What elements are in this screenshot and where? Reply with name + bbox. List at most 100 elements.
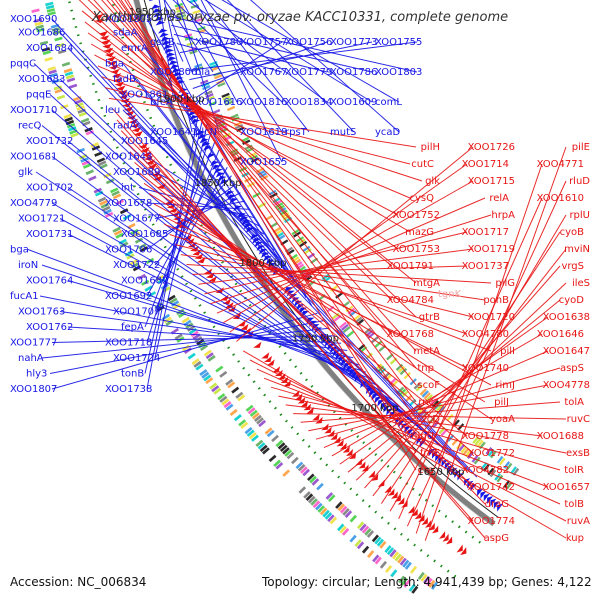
category-track-block — [392, 551, 400, 560]
reverse-gene-arrow — [116, 85, 126, 91]
category-track-block — [258, 172, 267, 179]
category-track-block — [219, 370, 228, 378]
gene-label: bfeA — [150, 97, 173, 108]
category-track-block — [39, 40, 49, 46]
forward-gene-arrow — [168, 60, 178, 66]
gene-label: XOO1702 — [26, 183, 73, 194]
category-track-block — [226, 105, 236, 112]
reverse-gene-arrow — [253, 341, 262, 348]
leader-line — [146, 183, 237, 250]
category-track-block — [309, 475, 317, 484]
category-track-block — [297, 464, 306, 472]
category-track-block — [41, 47, 51, 52]
gene-label: XOO1763 — [18, 307, 65, 318]
gene-label: XOO1714 — [462, 159, 509, 170]
leader-line — [424, 146, 567, 541]
gene-label: mutS — [330, 127, 356, 138]
category-track-block — [209, 382, 218, 390]
gene-label: XOO1710 — [10, 105, 57, 116]
category-track-block — [473, 456, 481, 465]
leader-line — [173, 33, 328, 73]
leader-line — [221, 0, 400, 103]
forward-gene-arrow — [152, 8, 162, 14]
forward-gene-arrow — [155, 20, 166, 26]
gene-label: XOO1834 — [285, 97, 332, 108]
category-track-block — [425, 394, 433, 402]
gene-label: XOO1806 — [150, 67, 197, 78]
category-track-block — [262, 447, 270, 455]
gene-label: ruvA — [567, 516, 590, 527]
leader-line — [154, 171, 260, 227]
forward-gene-arrow — [261, 252, 270, 258]
category-track-block — [447, 434, 455, 442]
leader-line — [162, 166, 228, 281]
category-track-block — [339, 525, 347, 534]
category-track-block — [172, 303, 181, 310]
category-track-block — [197, 26, 206, 31]
category-track-block — [247, 407, 256, 415]
gene-label: XOO4782 — [462, 465, 509, 476]
reverse-gene-arrow — [342, 445, 350, 453]
gene-label-layer: XOO1690 XOO1686 XOO1684 pqqC XOO1683 pqqE XOO1… — [10, 14, 590, 544]
forward-gene-arrow — [163, 44, 173, 50]
category-track-block — [51, 78, 60, 84]
leader-line — [308, 384, 549, 432]
category-track-block — [225, 403, 234, 411]
category-track-block — [45, 4, 55, 10]
gene-label: XOO1657 — [543, 482, 590, 493]
category-track-block — [47, 66, 56, 72]
category-track-block — [238, 419, 247, 427]
category-track-block — [51, 27, 61, 32]
reverse-gene-arrow — [131, 126, 142, 133]
leader-line — [51, 202, 393, 401]
gene-label: XOO1742 — [468, 482, 515, 493]
gene-label: bla — [195, 67, 210, 78]
category-track-block — [324, 512, 333, 520]
category-track-block — [367, 332, 375, 339]
leader-line — [200, 0, 283, 163]
category-track-block — [366, 530, 375, 538]
category-track-block — [265, 214, 274, 221]
leader-line — [175, 244, 474, 318]
gene-label: XOO1764 — [26, 276, 73, 287]
gene-label: XOO1719 — [468, 244, 515, 255]
leader-line — [59, 311, 348, 351]
leader-line — [154, 175, 232, 266]
gene-label: tnp — [417, 363, 434, 374]
leader-line — [323, 350, 549, 449]
reverse-gene-arrow — [460, 547, 467, 556]
leader-line — [112, 108, 486, 539]
leader-line — [355, 282, 567, 481]
category-track-block — [76, 105, 85, 111]
gene-label: XOO1616 — [195, 97, 242, 108]
leader-line — [236, 146, 474, 342]
category-track-block — [428, 579, 436, 588]
category-track-block — [203, 349, 212, 357]
category-track-block — [194, 17, 203, 23]
gene-label: XOO1618 — [240, 127, 287, 138]
forward-gene-arrow — [154, 16, 164, 22]
category-track-block — [129, 259, 138, 266]
reverse-gene-arrow — [303, 403, 311, 411]
category-track-block — [207, 355, 216, 362]
kbp-position-label: 1900 kbp — [158, 94, 205, 105]
gene-label: XOO1732 — [26, 136, 73, 147]
gene-label: rplU — [569, 210, 590, 221]
leader-line — [171, 24, 373, 73]
leader-line — [105, 87, 411, 165]
category-track-block — [249, 409, 258, 417]
reverse-gene-arrow — [227, 305, 236, 312]
category-track-block — [303, 248, 312, 255]
gene-label: gshB — [150, 37, 175, 48]
category-track-block — [193, 15, 203, 20]
category-track-block — [399, 367, 408, 376]
category-track-block — [233, 121, 242, 127]
category-track-block — [498, 457, 506, 466]
gene-label: mtgA — [413, 278, 440, 289]
leader-line — [278, 395, 567, 454]
category-track-block — [217, 82, 226, 88]
leader-line — [168, 15, 418, 73]
gene-label: XOO1774 — [468, 516, 515, 527]
reverse-gene-arrow — [107, 60, 118, 66]
gene-label: XOO1655 — [240, 157, 287, 168]
